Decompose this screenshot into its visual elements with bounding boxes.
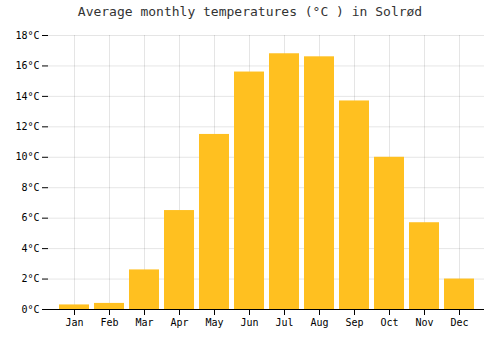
svg-text:Aug: Aug [310, 317, 328, 328]
svg-text:Dec: Dec [450, 317, 468, 328]
svg-text:Jun: Jun [240, 317, 258, 328]
svg-text:Oct: Oct [380, 317, 398, 328]
svg-text:Jan: Jan [65, 317, 83, 328]
svg-text:14°C: 14°C [15, 91, 39, 102]
svg-text:Jul: Jul [275, 317, 293, 328]
svg-text:Sep: Sep [345, 317, 363, 328]
svg-text:18°C: 18°C [15, 30, 39, 41]
svg-text:Apr: Apr [170, 317, 188, 328]
svg-text:10°C: 10°C [15, 151, 39, 162]
svg-text:6°C: 6°C [21, 212, 39, 223]
svg-text:2°C: 2°C [21, 273, 39, 284]
svg-text:16°C: 16°C [15, 60, 39, 71]
svg-text:8°C: 8°C [21, 182, 39, 193]
svg-text:Mar: Mar [135, 317, 153, 328]
svg-text:May: May [205, 317, 223, 328]
svg-text:4°C: 4°C [21, 243, 39, 254]
svg-text:12°C: 12°C [15, 121, 39, 132]
svg-text:0°C: 0°C [21, 304, 39, 315]
svg-text:Nov: Nov [415, 317, 433, 328]
svg-text:Feb: Feb [100, 317, 118, 328]
html-text:Average monthly temperatures (: Average monthly temperatures (°C ) in So… [77, 4, 423, 19]
